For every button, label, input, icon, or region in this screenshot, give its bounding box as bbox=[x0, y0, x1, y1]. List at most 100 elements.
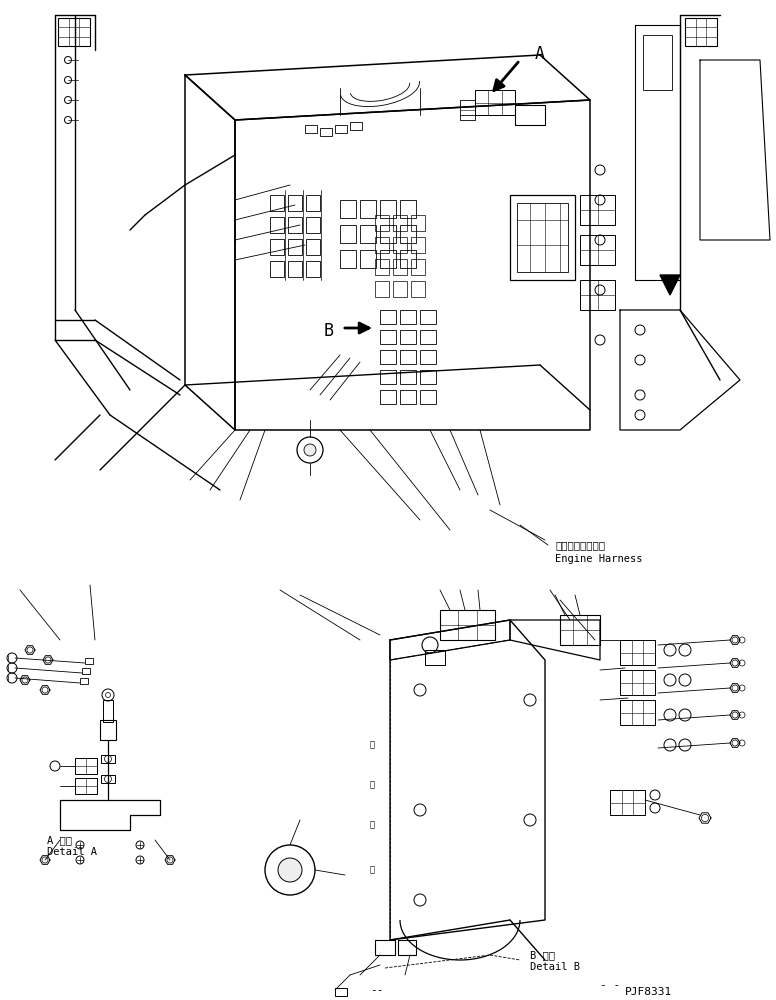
Bar bbox=[620, 640, 655, 665]
Bar bbox=[306, 217, 320, 233]
Bar bbox=[375, 940, 395, 955]
Bar bbox=[411, 237, 425, 253]
Bar bbox=[411, 259, 425, 275]
Bar bbox=[398, 940, 416, 955]
Bar bbox=[85, 658, 93, 664]
Text: A: A bbox=[535, 45, 545, 63]
Text: Detail A: Detail A bbox=[47, 847, 97, 857]
Bar bbox=[400, 350, 416, 364]
Text: B: B bbox=[324, 322, 334, 340]
Bar bbox=[360, 250, 376, 268]
Bar bbox=[400, 370, 416, 384]
Bar bbox=[475, 90, 515, 115]
Bar bbox=[350, 122, 362, 130]
Bar bbox=[101, 755, 115, 763]
Bar bbox=[306, 261, 320, 277]
Bar bbox=[380, 250, 396, 268]
Text: B 詳細: B 詳細 bbox=[530, 950, 555, 960]
Bar bbox=[380, 200, 396, 218]
Bar bbox=[340, 225, 356, 243]
Bar bbox=[517, 203, 568, 272]
Bar bbox=[420, 370, 436, 384]
Bar bbox=[515, 105, 545, 125]
Bar bbox=[270, 217, 284, 233]
Bar bbox=[560, 615, 600, 645]
Bar bbox=[100, 720, 116, 740]
Bar bbox=[360, 200, 376, 218]
Bar bbox=[82, 668, 90, 674]
Bar bbox=[288, 239, 302, 255]
Text: A 詳細: A 詳細 bbox=[47, 835, 72, 845]
Text: Engine Harness: Engine Harness bbox=[555, 554, 643, 564]
Bar bbox=[320, 128, 332, 136]
Circle shape bbox=[304, 444, 316, 456]
Bar bbox=[460, 100, 475, 120]
Bar bbox=[270, 195, 284, 211]
Bar bbox=[620, 670, 655, 695]
Text: ⑷: ⑷ bbox=[370, 780, 375, 789]
Bar bbox=[75, 778, 97, 794]
Bar bbox=[393, 237, 407, 253]
Bar bbox=[288, 261, 302, 277]
Bar bbox=[270, 261, 284, 277]
Bar bbox=[335, 125, 347, 133]
Bar bbox=[420, 350, 436, 364]
Circle shape bbox=[278, 858, 302, 882]
Bar bbox=[400, 390, 416, 404]
Bar bbox=[380, 330, 396, 344]
Bar bbox=[380, 350, 396, 364]
Bar bbox=[580, 195, 615, 225]
Bar bbox=[58, 18, 90, 46]
Bar bbox=[643, 35, 672, 90]
Polygon shape bbox=[660, 275, 680, 295]
Bar bbox=[400, 330, 416, 344]
Text: Detail B: Detail B bbox=[530, 962, 580, 972]
Bar bbox=[288, 217, 302, 233]
Bar bbox=[411, 215, 425, 231]
Bar bbox=[288, 195, 302, 211]
Text: --: -- bbox=[370, 985, 383, 995]
Bar bbox=[393, 259, 407, 275]
Bar bbox=[340, 200, 356, 218]
Bar bbox=[380, 225, 396, 243]
Bar bbox=[400, 310, 416, 324]
Bar bbox=[685, 18, 717, 46]
Bar bbox=[80, 678, 88, 684]
Bar bbox=[380, 370, 396, 384]
Bar bbox=[375, 237, 389, 253]
Text: ⑸: ⑸ bbox=[370, 820, 375, 829]
Bar bbox=[306, 239, 320, 255]
Bar bbox=[510, 195, 575, 280]
Bar bbox=[306, 195, 320, 211]
Bar bbox=[440, 610, 495, 640]
Bar bbox=[103, 700, 113, 722]
Bar bbox=[380, 390, 396, 404]
Bar bbox=[270, 239, 284, 255]
Bar bbox=[375, 259, 389, 275]
Bar bbox=[380, 310, 396, 324]
Bar bbox=[580, 280, 615, 310]
Bar bbox=[393, 281, 407, 297]
Bar bbox=[340, 250, 356, 268]
Text: - -: - - bbox=[600, 980, 620, 990]
Bar bbox=[101, 775, 115, 783]
Bar bbox=[335, 988, 347, 996]
Bar bbox=[411, 281, 425, 297]
Bar bbox=[610, 790, 645, 815]
Bar bbox=[400, 250, 416, 268]
Bar bbox=[420, 390, 436, 404]
Text: ⑶: ⑶ bbox=[370, 740, 375, 749]
Bar bbox=[420, 330, 436, 344]
Bar bbox=[620, 700, 655, 725]
Bar bbox=[360, 225, 376, 243]
Bar bbox=[580, 235, 615, 265]
Bar bbox=[420, 310, 436, 324]
Text: ⑹: ⑹ bbox=[370, 865, 375, 874]
Bar bbox=[305, 125, 317, 133]
Text: PJF8331: PJF8331 bbox=[625, 987, 672, 997]
Text: エンジンハーネス: エンジンハーネス bbox=[555, 540, 605, 550]
Bar bbox=[393, 215, 407, 231]
Bar bbox=[400, 225, 416, 243]
Bar bbox=[400, 200, 416, 218]
Bar bbox=[375, 281, 389, 297]
